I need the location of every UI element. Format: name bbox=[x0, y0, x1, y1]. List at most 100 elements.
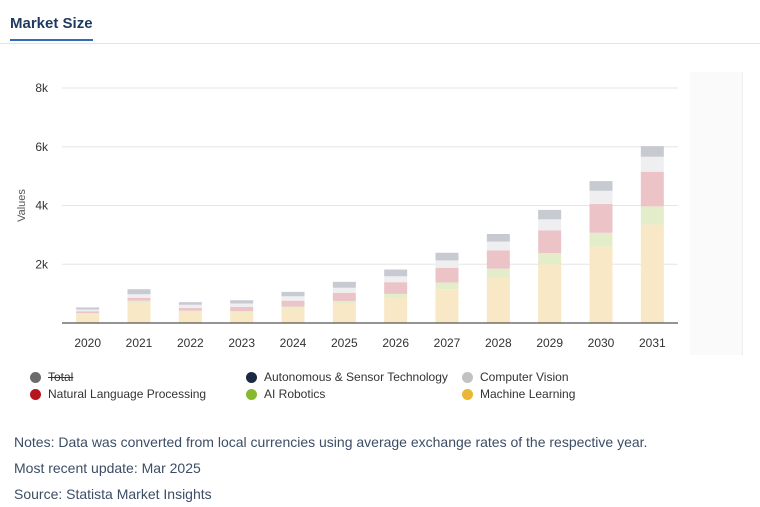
bar-segment[interactable] bbox=[230, 303, 253, 307]
x-tick-label: 2028 bbox=[485, 336, 512, 350]
y-tick-label: 6k bbox=[35, 140, 49, 154]
x-tick-label: 2022 bbox=[177, 336, 204, 350]
legend-dot-machine-learning bbox=[462, 389, 473, 400]
legend-label-machine-learning: Machine Learning bbox=[480, 387, 575, 401]
x-tick-label: 2030 bbox=[588, 336, 615, 350]
bar-segment[interactable] bbox=[538, 219, 561, 230]
x-tick-label: 2026 bbox=[382, 336, 409, 350]
legend-dot-nlp bbox=[30, 389, 41, 400]
bar-segment[interactable] bbox=[590, 181, 613, 191]
bar-segment[interactable] bbox=[384, 270, 407, 277]
bar-segment[interactable] bbox=[436, 282, 459, 289]
legend-item-autonomous[interactable]: Autonomous & Sensor Technology bbox=[246, 370, 448, 384]
bar-segment[interactable] bbox=[333, 288, 356, 293]
bar-segment[interactable] bbox=[538, 253, 561, 264]
legend-dot-ai-robotics bbox=[246, 389, 257, 400]
y-tick-label: 4k bbox=[35, 199, 49, 213]
bar-segment[interactable] bbox=[384, 276, 407, 282]
bar-segment[interactable] bbox=[333, 304, 356, 323]
bar-segment[interactable] bbox=[384, 298, 407, 323]
bar-segment[interactable] bbox=[128, 294, 151, 298]
bar-segment[interactable] bbox=[384, 282, 407, 294]
bar-segment[interactable] bbox=[487, 242, 510, 251]
legend-item-ai-robotics[interactable]: AI Robotics bbox=[246, 387, 325, 401]
bar-segment[interactable] bbox=[179, 312, 202, 323]
bar-segment[interactable] bbox=[128, 298, 151, 301]
bar-segment[interactable] bbox=[641, 157, 664, 172]
bar-segment[interactable] bbox=[590, 233, 613, 247]
bar-segment[interactable] bbox=[230, 312, 253, 323]
legend-label-nlp: Natural Language Processing bbox=[48, 387, 206, 401]
bar-segment[interactable] bbox=[641, 225, 664, 323]
bar-segment[interactable] bbox=[487, 250, 510, 268]
legend-label-autonomous: Autonomous & Sensor Technology bbox=[264, 370, 448, 384]
bar-segment[interactable] bbox=[179, 302, 202, 305]
x-tick-label: 2021 bbox=[126, 336, 153, 350]
x-tick-label: 2031 bbox=[639, 336, 666, 350]
bar-segment[interactable] bbox=[128, 289, 151, 294]
bar-segment[interactable] bbox=[641, 146, 664, 157]
legend-dot-computer-vision bbox=[462, 372, 473, 383]
bar-segment[interactable] bbox=[333, 282, 356, 288]
bar-segment[interactable] bbox=[128, 302, 151, 323]
bar-segment[interactable] bbox=[282, 308, 305, 323]
bar-segment[interactable] bbox=[230, 300, 253, 303]
y-tick-label: 8k bbox=[35, 81, 49, 95]
legend-dot-autonomous bbox=[246, 372, 257, 383]
x-tick-label: 2025 bbox=[331, 336, 358, 350]
bar-segment[interactable] bbox=[538, 264, 561, 323]
x-tick-label: 2024 bbox=[280, 336, 307, 350]
bar-segment[interactable] bbox=[230, 307, 253, 311]
bar-segment[interactable] bbox=[538, 210, 561, 219]
bar-segment[interactable] bbox=[641, 172, 664, 207]
bar-segment[interactable] bbox=[128, 301, 151, 303]
legend-dot-total bbox=[30, 372, 41, 383]
source-text: Source: Statista Market Insights bbox=[14, 481, 647, 507]
legend-item-machine-learning[interactable]: Machine Learning bbox=[462, 387, 575, 401]
bar-segment[interactable] bbox=[282, 301, 305, 307]
bar-segment[interactable] bbox=[76, 311, 99, 313]
bar-segment[interactable] bbox=[76, 314, 99, 323]
bar-segment[interactable] bbox=[333, 293, 356, 301]
bar-segment[interactable] bbox=[76, 309, 99, 311]
notes-block: Notes: Data was converted from local cur… bbox=[14, 429, 647, 507]
bar-segment[interactable] bbox=[333, 301, 356, 304]
bar-segment[interactable] bbox=[76, 313, 99, 314]
legend-label-computer-vision: Computer Vision bbox=[480, 370, 569, 384]
tab-market-size[interactable]: Market Size bbox=[10, 15, 93, 41]
bar-segment[interactable] bbox=[76, 307, 99, 309]
bar-segment[interactable] bbox=[436, 268, 459, 283]
bar-segment[interactable] bbox=[282, 307, 305, 309]
chart-area: 2k 4k 6k 8k Values 2020 2021 2022 2023 2024 2025 20… bbox=[0, 60, 760, 360]
x-tick-label: 2020 bbox=[74, 336, 101, 350]
x-tick-label: 2029 bbox=[536, 336, 563, 350]
legend-item-total[interactable]: Total bbox=[30, 370, 73, 384]
bar-segment[interactable] bbox=[590, 247, 613, 323]
y-axis-title: Values bbox=[16, 189, 28, 222]
bar-segment[interactable] bbox=[487, 234, 510, 242]
bar-segment[interactable] bbox=[590, 191, 613, 204]
y-tick-label: 2k bbox=[35, 257, 49, 271]
bar-segment[interactable] bbox=[436, 289, 459, 323]
bar-segment[interactable] bbox=[436, 253, 459, 261]
bar-segment[interactable] bbox=[384, 294, 407, 298]
legend-item-computer-vision[interactable]: Computer Vision bbox=[462, 370, 569, 384]
notes-text: Notes: Data was converted from local cur… bbox=[14, 429, 647, 455]
legend-label-total: Total bbox=[48, 370, 73, 384]
legend-item-nlp[interactable]: Natural Language Processing bbox=[30, 387, 206, 401]
bar-segment[interactable] bbox=[487, 277, 510, 323]
bar-segment[interactable] bbox=[641, 206, 664, 224]
legend-label-ai-robotics: AI Robotics bbox=[264, 387, 325, 401]
bar-segment[interactable] bbox=[590, 204, 613, 233]
last-update-text: Most recent update: Mar 2025 bbox=[14, 455, 647, 481]
bar-segment[interactable] bbox=[230, 311, 253, 312]
bar-segment[interactable] bbox=[436, 260, 459, 267]
bar-segment[interactable] bbox=[282, 296, 305, 300]
bar-segment[interactable] bbox=[282, 292, 305, 296]
x-tick-label: 2027 bbox=[434, 336, 461, 350]
bar-segment[interactable] bbox=[179, 311, 202, 312]
bar-segment[interactable] bbox=[179, 305, 202, 308]
bar-segment[interactable] bbox=[487, 269, 510, 278]
bar-segment[interactable] bbox=[538, 230, 561, 253]
bar-segment[interactable] bbox=[179, 308, 202, 311]
